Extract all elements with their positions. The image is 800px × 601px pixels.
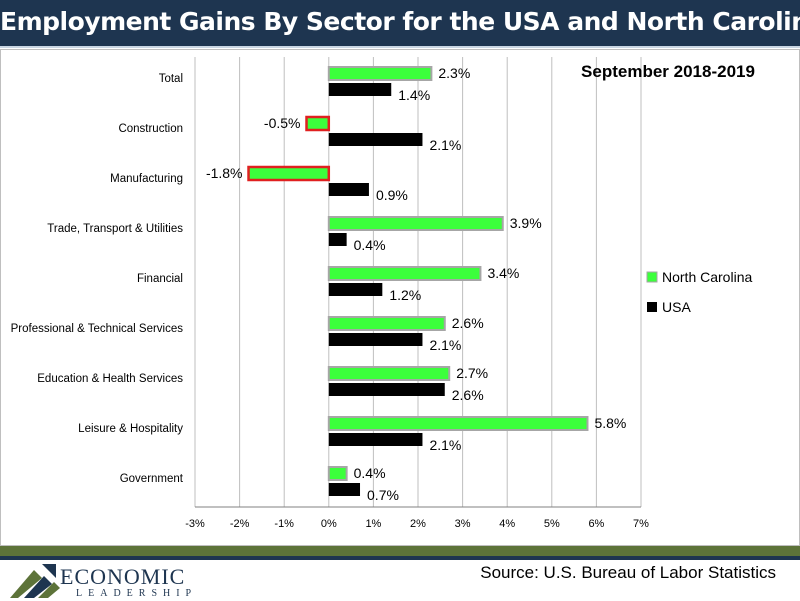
- usa-bar: [328, 283, 383, 296]
- nc-bar: [327, 216, 504, 231]
- nc-bar: [327, 66, 433, 81]
- category-label: Financial: [137, 273, 183, 285]
- x-tick-label: 2%: [410, 518, 426, 530]
- usa-data-label: 0.9%: [376, 187, 408, 203]
- usa-data-label: 2.6%: [452, 387, 484, 403]
- category-label: Total: [159, 73, 183, 85]
- category-label: Construction: [118, 123, 183, 135]
- x-tick-label: -3%: [185, 518, 205, 530]
- legend-label-usa: USA: [662, 299, 691, 315]
- page-title: Employment Gains By Sector for the USA a…: [0, 7, 800, 36]
- x-tick-label: 0%: [321, 518, 337, 530]
- usa-bar: [328, 233, 347, 246]
- nc-data-label: -0.5%: [264, 115, 301, 131]
- nc-bar: [327, 316, 446, 331]
- category-label: Professional & Technical Services: [11, 323, 184, 335]
- usa-bar: [328, 333, 423, 346]
- x-tick-label: -2%: [230, 518, 250, 530]
- x-tick-label: 3%: [455, 518, 471, 530]
- chart-subtitle: September 2018-2019: [581, 62, 755, 81]
- nc-data-label: 2.3%: [438, 65, 470, 81]
- legend-swatch-usa: [647, 302, 657, 312]
- usa-bar: [328, 383, 445, 396]
- title-bar: Employment Gains By Sector for the USA a…: [0, 0, 800, 48]
- nc-data-label: 3.9%: [510, 215, 542, 231]
- nc-bar: [247, 165, 331, 182]
- source-note: Source: U.S. Bureau of Labor Statistics: [480, 563, 776, 582]
- footer-band: [0, 556, 800, 560]
- chart-frame: [0, 49, 800, 546]
- nc-data-label: -1.8%: [206, 165, 243, 181]
- category-label: Manufacturing: [110, 173, 183, 185]
- usa-data-label: 1.4%: [398, 87, 430, 103]
- nc-data-label: 5.8%: [594, 415, 626, 431]
- usa-bar: [328, 433, 423, 446]
- usa-data-label: 0.4%: [354, 237, 386, 253]
- nc-bar: [327, 466, 348, 481]
- logo-wordmark: ECONOMIC: [60, 564, 186, 589]
- usa-data-label: 2.1%: [429, 137, 461, 153]
- legend-swatch-nc: [646, 271, 658, 283]
- usa-bar: [328, 183, 369, 196]
- nc-bar: [327, 266, 482, 281]
- usa-bar: [328, 483, 361, 496]
- usa-bar: [328, 133, 423, 146]
- x-tick-label: 5%: [544, 518, 560, 530]
- nc-data-label: 3.4%: [487, 265, 519, 281]
- nc-data-label: 0.4%: [354, 465, 386, 481]
- legend-label-nc: North Carolina: [662, 269, 752, 285]
- category-label: Leisure & Hospitality: [78, 423, 183, 435]
- usa-data-label: 0.7%: [367, 487, 399, 503]
- footer-stripe: [0, 546, 800, 556]
- bar-chart: -3% -2% -1% 0% 1% 2% 3% 4% 5% 6% 7% September 2018-…: [0, 49, 800, 546]
- x-tick-label: 1%: [365, 518, 381, 530]
- nc-bar: [327, 416, 589, 431]
- x-tick-label: 4%: [499, 518, 515, 530]
- usa-data-label: 2.1%: [429, 337, 461, 353]
- x-tick-label: 7%: [633, 518, 649, 530]
- usa-data-label: 1.2%: [389, 287, 421, 303]
- usa-bar: [328, 83, 392, 96]
- nc-bar: [327, 366, 451, 381]
- nc-data-label: 2.7%: [456, 365, 488, 381]
- logo-tagline: LEADERSHIP: [76, 588, 198, 599]
- x-tick-label: 6%: [588, 518, 604, 530]
- economic-leadership-logo: [10, 564, 60, 598]
- category-label: Education & Health Services: [37, 373, 183, 385]
- nc-bar: [305, 115, 331, 132]
- category-label: Trade, Transport & Utilities: [47, 223, 183, 235]
- usa-data-label: 2.1%: [429, 437, 461, 453]
- nc-data-label: 2.6%: [452, 315, 484, 331]
- x-tick-label: -1%: [274, 518, 294, 530]
- category-label: Government: [120, 473, 184, 485]
